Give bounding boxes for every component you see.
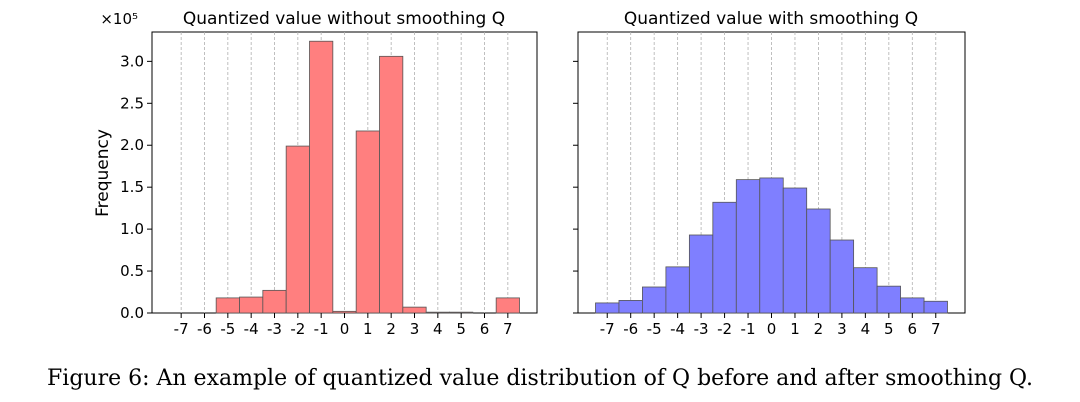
bar [759, 177, 784, 314]
bar [900, 297, 925, 314]
x-tick-label: -3 [267, 320, 282, 338]
x-axis: -7 -6 -5 -4 -3 -2 -1 0 1 2 3 4 5 6 7 [600, 313, 941, 338]
x-tick-label: 6 [908, 320, 918, 338]
bar [853, 267, 878, 314]
y-tick-label: 1.0 [120, 220, 144, 238]
y-tick-label: 1.5 [120, 178, 144, 196]
bar [379, 55, 404, 314]
bar [642, 286, 667, 314]
bar [215, 297, 240, 314]
x-tick-label: -5 [220, 320, 235, 338]
chart-title: Quantized value without smoothing Q [183, 9, 505, 29]
x-tick-label: -7 [600, 320, 615, 338]
bar [923, 300, 948, 314]
x-tick-label: 5 [456, 320, 466, 338]
bar-series [595, 177, 948, 314]
figure-caption: Figure 6: An example of quantized value … [47, 366, 1033, 391]
bar [712, 201, 737, 314]
x-tick-label: 2 [814, 320, 824, 338]
x-tick-label: 1 [363, 320, 373, 338]
y-tick-label: 3.0 [120, 52, 144, 70]
x-tick-label: 4 [433, 320, 443, 338]
y-tick-label: 2.0 [120, 136, 144, 154]
bar [688, 234, 714, 314]
y-tick-label: 0.5 [120, 262, 144, 280]
bar [618, 300, 643, 314]
x-tick-label: 6 [480, 320, 490, 338]
bar [402, 306, 427, 314]
x-axis: -7 -6 -5 -4 -3 -2 -1 0 1 2 3 4 5 6 7 [174, 313, 513, 338]
x-tick-label: 3 [410, 320, 420, 338]
chart-title: Quantized value with smoothing Q [624, 9, 918, 29]
y-multiplier-label: ×10⁵ [100, 10, 138, 28]
y-tick-label: 2.5 [120, 94, 144, 112]
x-tick-label: 0 [767, 320, 777, 338]
x-tick-label: 3 [837, 320, 847, 338]
bar-series [215, 40, 520, 314]
bar [355, 130, 380, 314]
x-tick-label: -6 [197, 320, 212, 338]
bar [332, 310, 357, 314]
x-tick-label: -6 [623, 320, 638, 338]
bar [239, 296, 264, 314]
x-tick-label: 2 [386, 320, 396, 338]
x-tick-label: 4 [861, 320, 871, 338]
bar [782, 187, 808, 314]
bar [285, 145, 310, 314]
y-axis-label: Frequency [93, 129, 113, 217]
x-tick-label: -2 [717, 320, 732, 338]
x-tick-label: 0 [340, 320, 350, 338]
bar [735, 179, 761, 314]
x-tick-label: -4 [244, 320, 259, 338]
bar [309, 40, 334, 314]
grid-lines [606, 32, 937, 313]
x-tick-label: -7 [174, 320, 189, 338]
y-tick-label: 0.0 [120, 304, 144, 322]
chart-without-smoothing: Quantized value without smoothing Q ×10⁵… [93, 9, 538, 338]
x-tick-label: -1 [314, 320, 329, 338]
x-tick-label: -3 [694, 320, 709, 338]
grid-lines [180, 32, 509, 313]
x-tick-label: -1 [741, 320, 756, 338]
y-axis: 0.0 0.5 1.0 1.5 2.0 2.5 3.0 [120, 52, 152, 322]
chart-with-smoothing: Quantized value with smoothing Q -7 -6 -5-… [573, 9, 966, 338]
x-tick-label: -5 [647, 320, 662, 338]
x-tick-label: -2 [290, 320, 305, 338]
y-axis [573, 60, 578, 314]
x-tick-label: 7 [931, 320, 941, 338]
bar [262, 289, 287, 314]
bar [495, 297, 520, 314]
x-tick-label: -4 [670, 320, 685, 338]
bar [806, 208, 831, 314]
x-tick-label: 1 [790, 320, 800, 338]
bar [595, 302, 620, 314]
bar [829, 239, 855, 314]
bar [425, 311, 450, 314]
bar [665, 266, 690, 314]
x-tick-label: 5 [884, 320, 894, 338]
x-tick-label: 7 [503, 320, 513, 338]
bar [876, 285, 901, 314]
bar [449, 311, 474, 314]
